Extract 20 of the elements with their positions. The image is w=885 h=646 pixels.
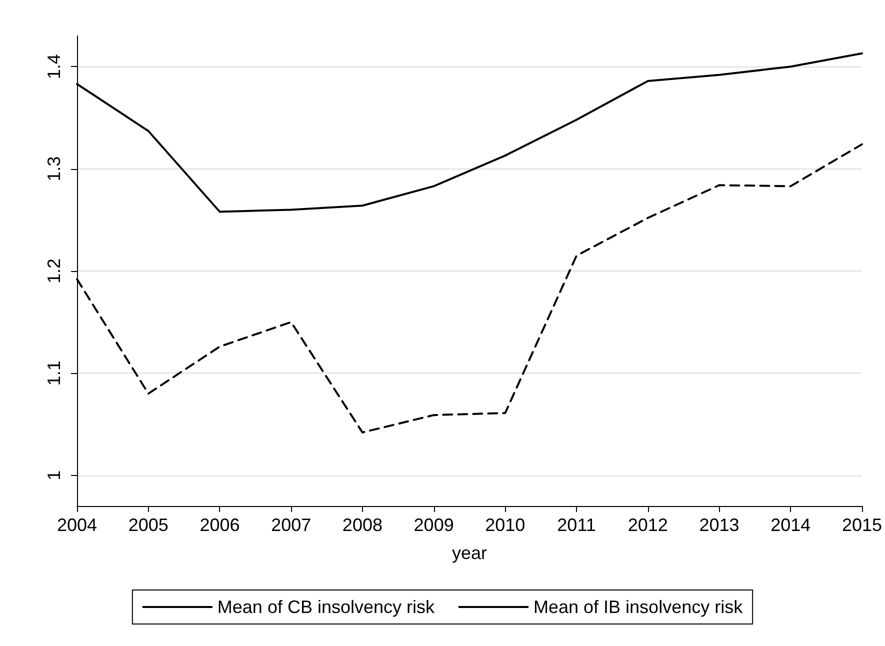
x-tick-label: 2005 (128, 515, 168, 535)
x-tick-label: 2014 (770, 515, 811, 535)
y-tick-label: 1 (44, 470, 64, 480)
x-tick-label: 2011 (557, 515, 596, 535)
x-tick-label: 2013 (699, 515, 740, 535)
y-tick-label: 1.2 (44, 258, 64, 284)
x-tick-label: 2004 (56, 515, 98, 535)
x-tick-label: 2008 (342, 515, 382, 535)
legend-label: Mean of IB insolvency risk (534, 597, 744, 617)
x-tick-label: 2009 (414, 515, 454, 535)
x-tick-label: 2006 (200, 515, 240, 535)
x-tick-label: 2015 (842, 515, 882, 535)
x-tick-label: 2007 (271, 515, 312, 535)
legend-label: Mean of CB insolvency risk (217, 597, 436, 617)
x-tick-label: 2012 (628, 515, 668, 535)
y-tick-label: 1.1 (44, 360, 64, 386)
x-tick-label: 2010 (485, 515, 526, 535)
x-axis-title: year (452, 543, 488, 563)
y-tick-label: 1.3 (44, 156, 64, 182)
y-tick-label: 1.4 (44, 54, 64, 80)
